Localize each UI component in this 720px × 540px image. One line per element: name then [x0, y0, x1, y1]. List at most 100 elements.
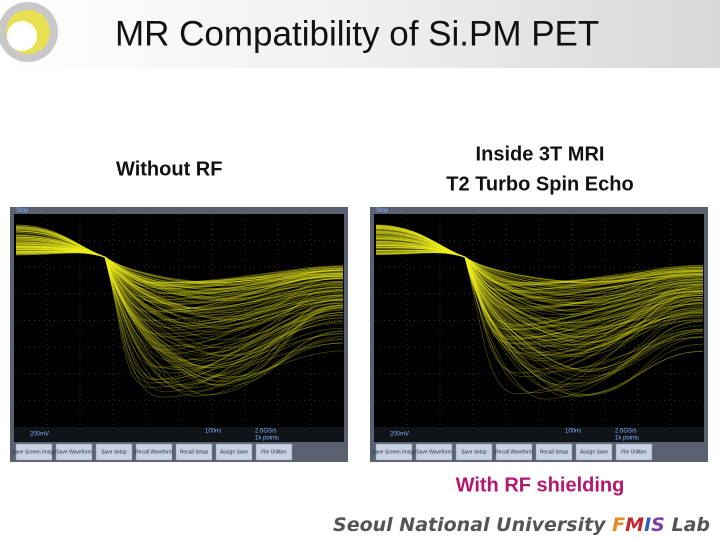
trace	[375, 228, 704, 285]
trace	[375, 242, 704, 290]
trace	[15, 251, 344, 367]
trace	[15, 251, 344, 368]
trace	[375, 239, 704, 309]
trace	[15, 252, 344, 313]
trace	[375, 250, 704, 346]
trace	[15, 230, 344, 347]
trace	[15, 236, 344, 291]
trace	[375, 245, 704, 299]
trace	[15, 237, 344, 302]
trace	[375, 246, 704, 303]
trace	[15, 245, 344, 309]
status-bar	[14, 427, 344, 442]
trace	[15, 248, 344, 295]
trace	[375, 226, 704, 310]
trace	[15, 252, 344, 292]
slide-title: MR Compatibility of Si.PM PET	[115, 14, 599, 53]
trace	[375, 252, 704, 289]
trace	[15, 228, 344, 292]
trace	[15, 226, 344, 284]
trace	[15, 246, 344, 321]
trace	[15, 249, 344, 295]
trace	[375, 251, 704, 283]
trace	[375, 241, 704, 343]
scope-button	[255, 443, 293, 461]
trace	[15, 246, 344, 384]
trace	[375, 233, 704, 311]
trace	[375, 252, 704, 346]
trace	[375, 228, 704, 294]
trace	[15, 250, 344, 377]
trace	[375, 244, 704, 286]
trace	[15, 236, 344, 305]
trace	[15, 250, 344, 298]
trace	[375, 244, 704, 357]
trace	[15, 251, 344, 351]
trace	[15, 251, 344, 284]
trace	[375, 228, 704, 290]
trace	[375, 250, 704, 291]
trace	[15, 251, 344, 329]
trace	[375, 244, 704, 304]
trace	[15, 251, 344, 371]
trace	[15, 227, 344, 286]
trace	[15, 227, 344, 341]
trace	[375, 252, 704, 312]
trace	[375, 230, 704, 295]
trace	[15, 246, 344, 382]
trace	[15, 238, 344, 309]
trace	[15, 225, 344, 338]
trace	[15, 243, 344, 379]
scope-button-label: Save Screen Image	[12, 449, 56, 455]
scope-button	[575, 443, 613, 461]
scope-button-label: Save Setup	[461, 449, 487, 455]
trace	[15, 246, 344, 380]
trace	[15, 237, 344, 286]
trace	[375, 247, 704, 331]
trace	[375, 242, 704, 340]
trace	[15, 251, 344, 283]
trace	[15, 236, 344, 299]
trace	[15, 235, 344, 311]
trace	[375, 231, 704, 290]
trace	[15, 249, 344, 369]
trace	[15, 241, 344, 369]
trace	[15, 241, 344, 320]
trace	[15, 243, 344, 329]
trace	[15, 234, 344, 341]
trace	[15, 245, 344, 356]
timebase: 100ns	[205, 429, 221, 435]
footer-text: I	[644, 514, 651, 536]
trace	[15, 249, 344, 313]
scope-button	[375, 443, 413, 461]
scope-button	[55, 443, 93, 461]
scope-button-label: File Utilities	[621, 449, 647, 455]
trace	[375, 246, 704, 370]
trace	[15, 250, 344, 369]
trace	[375, 240, 704, 370]
trace	[375, 246, 704, 286]
trace	[15, 237, 344, 321]
note: With RF shielding	[456, 474, 625, 496]
trace	[15, 244, 344, 314]
trace	[375, 244, 704, 338]
trace	[15, 247, 344, 328]
trace	[15, 232, 344, 294]
trace	[375, 224, 704, 325]
trace	[15, 230, 344, 397]
trace	[15, 246, 344, 304]
trace	[375, 235, 704, 354]
scope-button-label: Recall Waveform	[135, 449, 173, 455]
trace	[15, 226, 344, 311]
title-bar	[0, 0, 720, 68]
trace	[375, 245, 704, 378]
trace	[15, 225, 344, 294]
trace	[375, 231, 704, 395]
trace	[15, 227, 344, 374]
trace	[15, 242, 344, 305]
footer-text: Seoul National University	[333, 514, 612, 536]
trace	[15, 247, 344, 361]
trace	[375, 236, 704, 362]
trace	[375, 236, 704, 337]
